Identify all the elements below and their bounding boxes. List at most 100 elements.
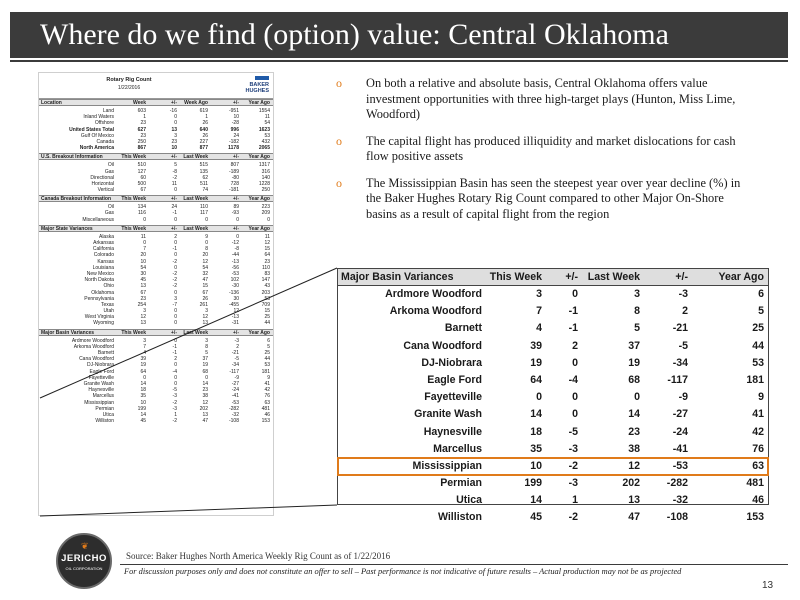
basin-cell: 2 bbox=[572, 339, 578, 352]
report-row: Barnett 4 -1 5 -21 25 bbox=[39, 350, 273, 356]
basin-cell: -117 bbox=[667, 373, 688, 386]
report-cell: -182 bbox=[228, 138, 239, 145]
report-cell: 3 bbox=[143, 308, 146, 315]
report-row-label: Louisiana bbox=[92, 264, 114, 271]
report-cell: 63 bbox=[264, 399, 270, 406]
basin-cell: 3 bbox=[536, 288, 542, 300]
report-cell: -108 bbox=[228, 418, 239, 425]
report-cell: 38 bbox=[202, 393, 208, 400]
basin-cell: 10 bbox=[530, 459, 542, 472]
basin-cell: 44 bbox=[752, 339, 764, 352]
report-header-cell: +/- bbox=[233, 154, 239, 161]
report-cell: 316 bbox=[261, 168, 270, 175]
report-cell: 5 bbox=[205, 350, 208, 356]
report-cell: 10 bbox=[140, 399, 146, 406]
report-cell: 1 bbox=[143, 114, 146, 121]
basin-name: Eagle Ford bbox=[427, 373, 482, 386]
report-cell: 153 bbox=[261, 418, 270, 425]
report-row-label: Kansas bbox=[97, 258, 114, 265]
report-cell: 0 bbox=[205, 216, 208, 223]
report-row: Offshore 23 0 26 -28 54 bbox=[39, 120, 273, 126]
basin-header-cell: +/- bbox=[565, 271, 578, 283]
report-cell: 76 bbox=[264, 393, 270, 400]
report-row-label: Mississippian bbox=[84, 399, 114, 406]
basin-cell: 0 bbox=[572, 408, 578, 421]
basin-cell: -3 bbox=[568, 477, 578, 490]
report-cell: 45 bbox=[140, 277, 146, 284]
report-cell: 250 bbox=[261, 187, 270, 194]
report-row-label: Williston bbox=[95, 418, 114, 425]
report-cell: 0 bbox=[205, 240, 208, 246]
report-row: Directional 60 -2 62 -80 140 bbox=[39, 175, 273, 181]
report-cell: -282 bbox=[228, 405, 239, 412]
report-cell: 23 bbox=[202, 387, 208, 394]
report-cell: 0 bbox=[267, 216, 270, 223]
report-cell: 23 bbox=[140, 120, 146, 127]
report-cell: 74 bbox=[202, 187, 208, 194]
report-cell: 13 bbox=[171, 126, 177, 133]
report-cell: 0 bbox=[174, 374, 177, 381]
report-cell: 24 bbox=[233, 132, 239, 139]
logo-subtitle: OIL CORPORATION bbox=[65, 566, 103, 571]
report-cell: 32 bbox=[202, 270, 208, 277]
report-cell: 0 bbox=[174, 337, 177, 344]
report-cell: 89 bbox=[233, 204, 239, 211]
report-cell: -2 bbox=[172, 399, 177, 406]
report-row-label: Ardmore Woodford bbox=[71, 337, 114, 344]
basin-cell: 14 bbox=[530, 408, 542, 421]
report-cell: 68 bbox=[202, 368, 208, 375]
report-cell: 0 bbox=[174, 114, 177, 121]
report-cell: 44 bbox=[264, 356, 270, 363]
report-header-cell: +/- bbox=[233, 196, 239, 203]
report-row: Gas 127 -8 135 -189 316 bbox=[39, 169, 273, 175]
basin-cell: 38 bbox=[628, 442, 640, 455]
report-cell: 102 bbox=[230, 277, 239, 284]
report-header-cell: Canada Breakout Information bbox=[41, 196, 112, 202]
report-row: Cana Woodford 39 2 37 -5 44 bbox=[39, 356, 273, 362]
report-cell: 11 bbox=[264, 233, 270, 240]
report-cell: 140 bbox=[261, 174, 270, 181]
basin-name: Permian bbox=[440, 477, 482, 490]
basin-cell: 0 bbox=[634, 391, 640, 404]
report-header-cell: This Week bbox=[121, 329, 146, 336]
basin-cell: 25 bbox=[752, 322, 764, 335]
report-body: Location Week +/- Week Ago +/- Year Ago Land 60… bbox=[39, 99, 273, 426]
report-cell: 1317 bbox=[258, 162, 270, 169]
report-cell: 47 bbox=[202, 277, 208, 284]
report-cell: 67 bbox=[140, 289, 146, 296]
report-cell: 1 bbox=[174, 411, 177, 418]
report-row-label: Horizontal bbox=[91, 180, 114, 187]
report-cell: 0 bbox=[174, 187, 177, 194]
basin-cell: 181 bbox=[746, 373, 764, 386]
report-cell: 481 bbox=[261, 405, 270, 412]
report-row-label: Miscellaneous bbox=[82, 216, 114, 223]
report-header-cell: Last Week bbox=[183, 154, 208, 161]
logo-line-2: HUGHES bbox=[245, 88, 269, 94]
basin-cell: -5 bbox=[568, 425, 578, 438]
report-row: Land 603 -16 619 -951 1554 bbox=[39, 108, 273, 114]
report-cell: -2 bbox=[172, 174, 177, 181]
report-cell: 432 bbox=[261, 138, 270, 145]
report-cell: 26 bbox=[202, 132, 208, 139]
disclaimer: For discussion purposes only and does no… bbox=[124, 567, 682, 576]
report-cell: -951 bbox=[228, 108, 239, 114]
basin-cell: 153 bbox=[746, 511, 764, 524]
report-header-cell: +/- bbox=[233, 329, 239, 336]
basin-cell: 3 bbox=[634, 288, 640, 300]
report-row-label: Wyoming bbox=[93, 320, 114, 327]
report-row: Texas 254 -7 261 -455 709 bbox=[39, 302, 273, 308]
report-row: Miscellaneous 0 0 0 0 0 bbox=[39, 217, 273, 223]
report-row-label: Pennsylvania bbox=[84, 295, 114, 302]
report-row-label: Offshore bbox=[94, 120, 114, 127]
basin-cell: -1 bbox=[568, 322, 578, 335]
report-cell: 2 bbox=[236, 343, 239, 350]
report-header-cell: Last Week bbox=[183, 196, 208, 203]
basin-cell: 2 bbox=[682, 305, 688, 318]
basin-row: Fayetteville 0 0 0 -9 9 bbox=[338, 389, 768, 406]
report-cell: 62 bbox=[202, 174, 208, 181]
report-row: Eagle Ford 64 -4 68 -117 181 bbox=[39, 369, 273, 375]
report-cell: 67 bbox=[202, 289, 208, 296]
report-cell: 0 bbox=[174, 289, 177, 296]
report-cell: 640 bbox=[199, 126, 208, 133]
report-header-cell: Major State Variances bbox=[41, 225, 93, 231]
